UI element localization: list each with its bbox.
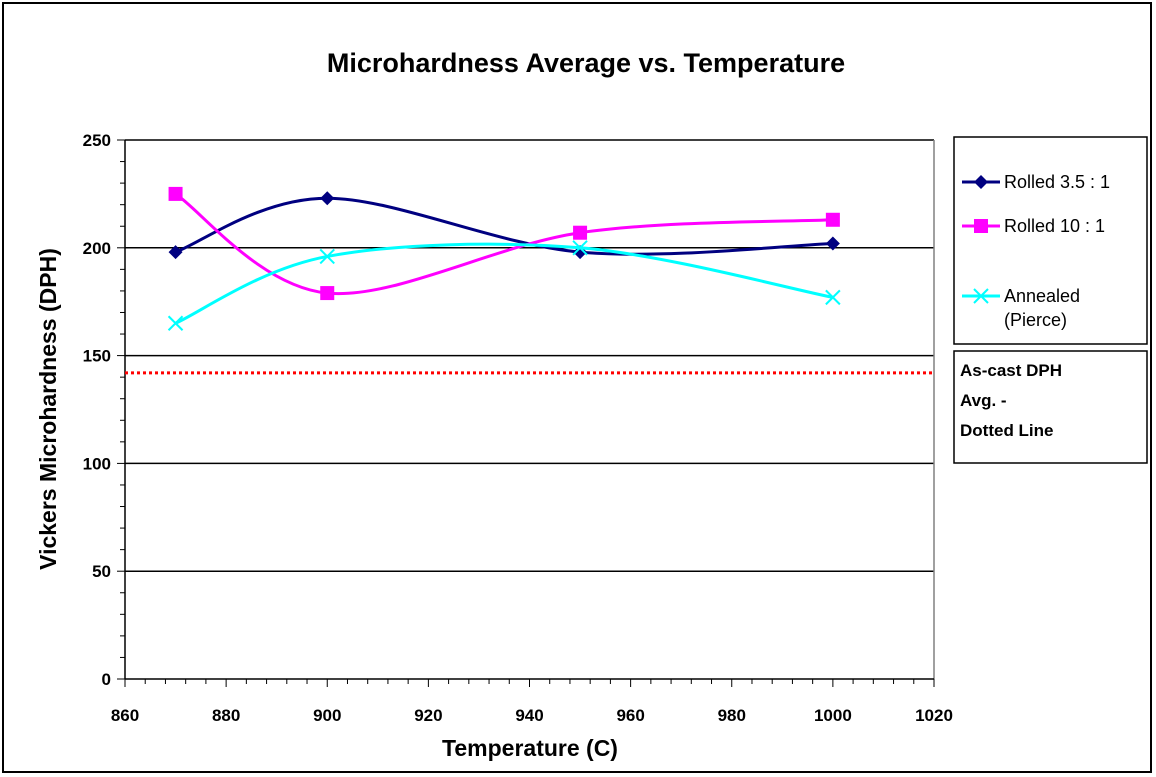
chart-canvas: Microhardness Average vs. Temperature 0 5… xyxy=(35,48,1148,761)
series-line xyxy=(175,196,833,256)
series-line xyxy=(174,242,834,325)
data-point xyxy=(168,245,183,260)
marker-stroke xyxy=(973,288,989,304)
data-point xyxy=(825,236,840,251)
reference-note: As-cast DPH Avg. - Dotted Line xyxy=(953,350,1148,464)
legend-swatch-marker xyxy=(973,288,989,304)
data-point xyxy=(320,286,335,301)
y-axis-title: Vickers Microhardness (DPH) xyxy=(35,248,61,570)
y-tick-label: 150 xyxy=(83,347,111,366)
note-text-line: Avg. - xyxy=(960,391,1007,410)
x-axis-title: Temperature (C) xyxy=(442,735,618,761)
data-point xyxy=(825,289,841,306)
x-tick-label: 860 xyxy=(111,706,139,725)
legend-swatch-marker xyxy=(974,219,988,233)
data-point xyxy=(572,240,588,256)
marker-stroke xyxy=(572,240,588,256)
note-box xyxy=(953,350,1148,464)
legend-label: Rolled 3.5 : 1 xyxy=(1004,172,1110,192)
note-text-line: Dotted Line xyxy=(960,421,1054,440)
note-text-line: As-cast DPH xyxy=(960,361,1062,380)
y-tick-label: 250 xyxy=(83,131,111,150)
legend-swatch-marker xyxy=(974,175,988,189)
x-tick-label: 880 xyxy=(212,706,240,725)
data-point xyxy=(573,225,588,240)
series-3 xyxy=(167,240,841,331)
legend-box xyxy=(953,136,1148,345)
data-point xyxy=(319,248,335,265)
series-1 xyxy=(168,191,840,260)
data-point xyxy=(167,315,184,331)
x-tick-label: 920 xyxy=(414,706,442,725)
data-point xyxy=(168,186,183,201)
legend-label: Rolled 10 : 1 xyxy=(1004,216,1105,236)
y-tick-label: 0 xyxy=(102,670,111,689)
data-point xyxy=(320,191,335,206)
legend-label: Annealed xyxy=(1004,286,1080,306)
series-line xyxy=(174,192,833,296)
y-tick-label: 100 xyxy=(83,454,111,473)
x-tick-label: 1020 xyxy=(915,706,953,725)
marker-stroke xyxy=(319,248,335,265)
data-point xyxy=(825,212,840,227)
y-tick-label: 50 xyxy=(92,562,111,581)
x-tick-label: 960 xyxy=(616,706,644,725)
legend-label: (Pierce) xyxy=(1004,310,1067,330)
y-tick-label: 200 xyxy=(83,239,111,258)
marker-stroke xyxy=(825,289,841,306)
x-tick-label: 940 xyxy=(515,706,543,725)
x-tick-label: 1000 xyxy=(814,706,852,725)
legend: Rolled 3.5 : 1 Rolled 10 : 1 Annealed (Pier… xyxy=(953,136,1148,345)
x-tick-label: 980 xyxy=(718,706,746,725)
marker-stroke xyxy=(167,315,184,331)
series-2 xyxy=(168,186,840,301)
x-tick-label: 900 xyxy=(313,706,341,725)
chart-title: Microhardness Average vs. Temperature xyxy=(327,48,845,78)
